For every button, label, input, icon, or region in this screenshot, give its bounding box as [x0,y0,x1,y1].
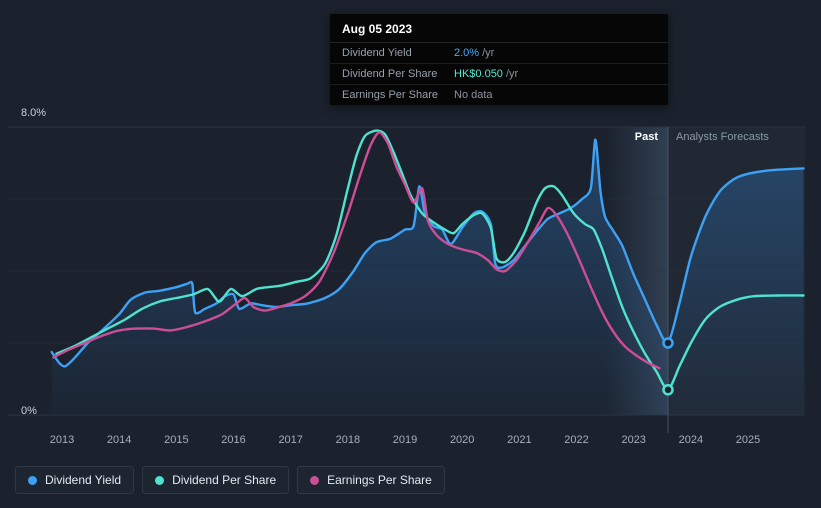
chart-tooltip: Aug 05 2023 Dividend Yield 2.0%/yr Divid… [330,14,668,105]
chart-plot-area[interactable]: 2013 2014 2015 2016 2017 2018 2019 2020 2021 2022… [0,0,821,460]
legend-item-dividend-yield[interactable]: Dividend Yield [15,466,135,494]
x-axis-tick-label: 2024 [679,434,703,446]
dividend-per-share-marker[interactable] [662,384,674,396]
x-axis-tick-label: 2015 [164,434,188,446]
y-axis-label-max: 8.0% [21,107,47,119]
dividend-yield-marker[interactable] [662,337,674,349]
tooltip-date: Aug 05 2023 [330,14,668,43]
dividend-yield-color-dot [28,475,37,485]
tooltip-value: No data [454,89,493,101]
x-axis-tick-label: 2013 [50,434,74,446]
x-axis-tick-label: 2023 [621,434,645,446]
y-axis-label-min: 0% [21,405,37,417]
x-axis-tick-label: 2019 [393,434,417,446]
legend-label: Dividend Yield [45,473,122,487]
dividend-yield-area [51,139,804,415]
x-axis-tick-label: 2018 [336,434,360,446]
x-axis-tick-label: 2021 [507,434,531,446]
tooltip-label: Dividend Per Share [342,68,438,80]
forecast-region-label: Analysts Forecasts [676,131,769,143]
legend-item-dividend-per-share[interactable]: Dividend Per Share [142,466,290,494]
x-axis-tick-label: 2014 [107,434,131,446]
chart-svg[interactable]: 2013 2014 2015 2016 2017 2018 2019 2020 2021 2022… [0,0,821,460]
tooltip-label: Dividend Yield [342,47,412,59]
dividend-per-share-line[interactable] [55,129,805,391]
x-axis-tick-label: 2022 [564,434,588,446]
x-axis-tick-label: 2016 [221,434,245,446]
x-axis-tick-label: 2025 [736,434,760,446]
x-axis-tick-label: 2017 [278,434,302,446]
legend-item-earnings-per-share[interactable]: Earnings Per Share [297,466,445,494]
tooltip-value: HK$0.050/yr [454,68,519,80]
x-axis-tick-label: 2020 [450,434,474,446]
tooltip-label: Earnings Per Share [342,89,438,101]
past-region-label: Past [634,131,658,143]
legend: Dividend Yield Dividend Per Share Earnin… [15,466,445,494]
earnings-per-share-line[interactable] [52,131,661,370]
tooltip-value: 2.0%/yr [454,47,495,59]
tooltip-unit: /yr [482,47,495,59]
tooltip-unit: /yr [505,68,519,80]
tooltip-row-earnings-per-share: Earnings Per Share No data [330,85,668,105]
earnings-per-share-color-dot [310,475,320,485]
dividend-per-share-color-dot [155,475,165,485]
tooltip-row-dividend-yield: Dividend Yield 2.0%/yr [330,43,668,64]
legend-label: Earnings Per Share [327,473,432,487]
tooltip-row-dividend-per-share: Dividend Per Share HK$0.050/yr [330,64,668,85]
legend-label: Dividend Per Share [172,473,277,487]
